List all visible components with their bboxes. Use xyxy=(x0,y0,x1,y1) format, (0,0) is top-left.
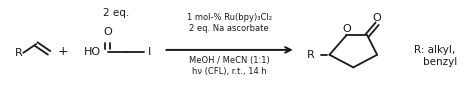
Text: MeOH / MeCN (1:1): MeOH / MeCN (1:1) xyxy=(189,56,269,65)
Text: 1 mol-% Ru(bpy)₃Cl₂: 1 mol-% Ru(bpy)₃Cl₂ xyxy=(187,13,272,22)
Text: R: alkyl,: R: alkyl, xyxy=(414,45,455,55)
Text: O: O xyxy=(373,13,382,23)
Text: 2 eq. Na ascorbate: 2 eq. Na ascorbate xyxy=(189,24,269,33)
Text: R: R xyxy=(15,48,23,58)
Text: O: O xyxy=(342,24,351,34)
Text: benzyl: benzyl xyxy=(423,57,457,67)
Text: O: O xyxy=(103,27,112,37)
Text: I: I xyxy=(147,47,151,57)
Text: +: + xyxy=(58,45,68,58)
Text: 2 eq.: 2 eq. xyxy=(102,8,129,18)
Text: R: R xyxy=(307,50,315,60)
Text: HO: HO xyxy=(84,47,101,57)
Text: hν (CFL), r.t., 14 h: hν (CFL), r.t., 14 h xyxy=(191,67,266,76)
